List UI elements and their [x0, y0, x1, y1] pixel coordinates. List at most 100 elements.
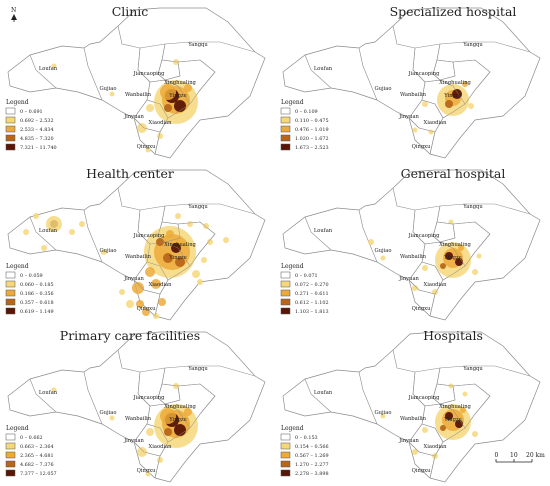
place-label-xiaodian: Xiaodian	[149, 120, 173, 126]
panel-4: General hospital Yangqu Loufan Gujiao Jianca…	[280, 166, 541, 321]
place-label-yingze: Yingze	[443, 93, 461, 99]
hotspot	[69, 229, 75, 235]
hotspot	[462, 391, 468, 397]
place-label-wanbailin: Wanbailin	[400, 416, 427, 422]
place-label-gujiao: Gujiao	[375, 86, 392, 92]
hotspot	[422, 101, 428, 107]
place-label-loufan: Loufan	[314, 390, 333, 396]
district-lines	[408, 43, 491, 155]
legend: Legend 0 – 0.059 0.060 – 0.185 0.186 – 0.35…	[5, 263, 54, 315]
place-label-jinyuan: Jinyuan	[123, 438, 144, 444]
legend-swatch	[5, 451, 16, 459]
hotspot	[145, 267, 155, 277]
district-lines	[133, 43, 216, 155]
place-label-yangqu: Yangqu	[187, 366, 208, 372]
density-hotspots	[380, 383, 478, 459]
hotspot	[207, 239, 213, 245]
place-label-jiancaoping: Jiancaoping	[408, 395, 441, 401]
legend-label: 0 – 0.153	[295, 435, 318, 441]
place-label-yangqu: Yangqu	[462, 204, 483, 210]
legend-label: 0.357 – 0.618	[20, 300, 54, 306]
district-lines	[133, 367, 216, 479]
place-label-gujiao: Gujiao	[100, 86, 117, 92]
hotspot	[146, 428, 154, 436]
hotspot	[101, 249, 107, 255]
hotspot	[146, 104, 154, 112]
place-label-yingze: Yingze	[443, 255, 461, 261]
place-label-jinyuan: Jinyuan	[123, 114, 144, 120]
place-label-qingxu: Qingxu	[137, 144, 156, 150]
hotspot	[412, 127, 418, 133]
hotspot	[472, 431, 478, 437]
place-label-loufan: Loufan	[39, 390, 58, 396]
hotspot	[23, 229, 29, 235]
legend-label: 2.533 – 4.834	[20, 127, 54, 133]
hotspot	[137, 447, 147, 457]
legend-swatch	[5, 433, 16, 441]
place-label-xiaodian: Xiaodian	[424, 282, 448, 288]
legend-label: 0.060 – 0.185	[20, 282, 54, 288]
legend: Legend 0 – 0.691 0.692 – 2.532 2.533 – 4.83…	[5, 99, 57, 151]
legend-swatch	[280, 143, 291, 151]
hotspot	[136, 300, 144, 308]
hotspot	[137, 123, 147, 133]
place-label-loufan: Loufan	[39, 228, 58, 234]
place-label-loufan: Loufan	[314, 66, 333, 72]
place-label-xinghualing: Xinghualing	[439, 242, 471, 248]
legend-label: 0 – 0.691	[20, 109, 43, 115]
hotspot	[468, 103, 474, 109]
hotspot	[171, 243, 181, 253]
hotspot	[46, 216, 62, 232]
legend-swatch	[280, 469, 291, 477]
north-arrow-icon: N	[11, 7, 17, 22]
place-label-qingxu: Qingxu	[412, 306, 431, 312]
hotspot	[79, 221, 85, 227]
legend-swatch	[5, 116, 16, 124]
place-label-gujiao: Gujiao	[375, 410, 392, 416]
legend: Legend 0 – 0.662 0.663 – 2.364 2.365 – 4.68…	[5, 425, 57, 477]
legend-title: Legend	[281, 263, 304, 270]
legend-swatch	[280, 451, 291, 459]
place-label-jiancaoping: Jiancaoping	[133, 71, 166, 77]
panel-2: Specialized hospital Yangqu Loufan Gujiao Ji…	[280, 4, 541, 159]
hotspot	[175, 257, 185, 267]
place-label-loufan: Loufan	[314, 228, 333, 234]
legend-swatch	[5, 143, 16, 151]
scale-label-10: 10	[510, 452, 518, 459]
hotspot	[109, 415, 115, 421]
place-label-yangqu: Yangqu	[187, 42, 208, 48]
panel-title: Health center	[86, 166, 174, 181]
hotspot	[151, 279, 161, 289]
place-label-yingze: Yingze	[443, 417, 461, 423]
district-lines	[408, 205, 491, 317]
place-label-xiaodian: Xiaodian	[424, 120, 448, 126]
legend-label: 2.365 – 4.681	[20, 453, 54, 459]
place-label-xinghualing: Xinghualing	[439, 404, 471, 410]
hotspot	[412, 449, 418, 455]
hotspot	[153, 313, 159, 319]
place-label-jinyuan: Jinyuan	[398, 114, 419, 120]
legend-label: 0 – 0.071	[295, 273, 318, 279]
legend-title: Legend	[6, 425, 29, 432]
place-label-yingze: Yingze	[168, 93, 186, 99]
hotspot	[412, 285, 418, 291]
legend-label: 4.682 – 7.376	[20, 462, 54, 468]
hotspot	[462, 81, 468, 87]
scale-label-0: 0	[495, 452, 499, 459]
hotspot	[145, 471, 151, 477]
legend-swatch	[280, 116, 291, 124]
density-hotspots	[412, 81, 474, 135]
place-label-qingxu: Qingxu	[412, 144, 431, 150]
legend-swatch	[5, 271, 16, 279]
panel-5: Primary care facilities Yangqu Loufan Gujia…	[5, 328, 266, 483]
district-lines	[133, 205, 216, 317]
legend-label: 0.271 – 0.611	[295, 291, 329, 297]
panel-title: Clinic	[112, 4, 149, 19]
legend-label: 0.567 – 1.269	[295, 453, 329, 459]
legend-swatch	[280, 271, 291, 279]
scale-label-20: 20 km	[526, 452, 545, 459]
hotspot	[440, 425, 446, 431]
panel-3: Health center Yangqu Loufan Gujiao Jiancaopi…	[5, 166, 266, 321]
hotspot	[452, 89, 462, 99]
